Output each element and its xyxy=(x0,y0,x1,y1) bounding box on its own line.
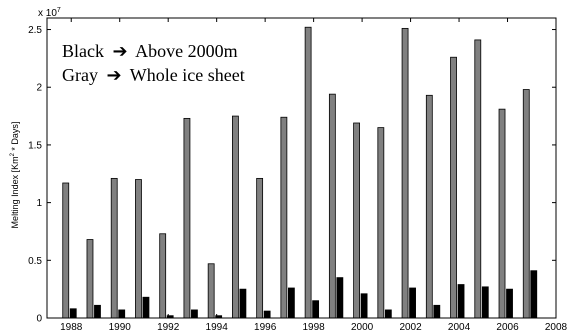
bar-whole-1996 xyxy=(256,177,264,319)
bar-above2000-1991 xyxy=(142,296,150,319)
arrow-right-icon: ➔ xyxy=(113,41,128,62)
x-tick-label: 2004 xyxy=(448,322,471,333)
bar-above2000-1989 xyxy=(94,304,101,319)
y-tick-label: 1.5 xyxy=(28,140,42,151)
bar-whole-2002 xyxy=(401,27,409,319)
y-tick-label: 2 xyxy=(36,83,42,94)
y-axis-title-sup: 2 xyxy=(10,152,16,156)
bar-whole-1988 xyxy=(62,182,70,319)
arrow-right-icon: ➔ xyxy=(106,65,121,86)
bar-whole-2000 xyxy=(353,122,360,319)
x-tick-label: 2006 xyxy=(496,322,519,333)
y-axis-title: Melting Index [Km2 * Days] xyxy=(10,122,20,229)
bar-whole-1998 xyxy=(304,26,312,319)
bar-whole-1994 xyxy=(207,263,215,319)
y-tick-label: 1 xyxy=(36,198,42,209)
bar-whole-1993 xyxy=(183,117,191,319)
bar-whole-2007 xyxy=(522,89,530,319)
y-tick-label: 0 xyxy=(36,314,42,325)
y-tick-label: 0.5 xyxy=(28,256,42,267)
bar-above2000-1997 xyxy=(287,287,295,319)
bar-above2000-2004 xyxy=(457,284,465,319)
plot-frame xyxy=(46,17,557,319)
bar-whole-1999 xyxy=(328,93,336,319)
bar-whole-2004 xyxy=(450,56,457,319)
legend-line-gray: Gray ➔ Whole ice sheet xyxy=(62,65,245,86)
x-tick-label: 1998 xyxy=(302,322,325,333)
bar-whole-2005 xyxy=(474,39,482,319)
x-tick-label: 2000 xyxy=(351,322,374,333)
bar-whole-1989 xyxy=(86,239,94,319)
bar-above2000-2005 xyxy=(481,286,489,319)
legend: Black ➔ Above 2000m Gray ➔ Whole ice she… xyxy=(62,41,245,86)
bar-above2000-2006 xyxy=(506,288,513,319)
y-axis-title-main: Melting Index [Km xyxy=(10,156,20,228)
bar-above2000-2007 xyxy=(530,270,538,319)
legend-line-black: Black ➔ Above 2000m xyxy=(62,41,238,62)
bar-whole-1995 xyxy=(232,115,239,319)
bar-whole-1997 xyxy=(280,116,288,319)
legend-gray-value: Whole ice sheet xyxy=(130,65,245,85)
y-exponent-base: x 10 xyxy=(38,8,57,19)
x-tick-label: 1988 xyxy=(60,322,83,333)
bar-above2000-1993 xyxy=(191,309,198,319)
x-tick-label: 2008 xyxy=(545,322,567,333)
bar-above2000-2003 xyxy=(433,304,441,319)
bar-above2000-1995 xyxy=(239,288,247,319)
y-exponent-label: x 107 xyxy=(38,7,61,19)
legend-gray-key: Gray xyxy=(62,65,98,85)
axes-layer: 1988 1990 1992 1994 1996 1998 2000 2002 2004 2006… xyxy=(28,17,567,333)
y-exponent-power: 7 xyxy=(57,7,61,14)
x-tick-label: 2002 xyxy=(399,322,422,333)
bar-whole-1992 xyxy=(159,233,167,319)
legend-black-value: Above 2000m xyxy=(135,41,238,61)
legend-black-key: Black xyxy=(62,41,104,61)
bar-whole-1991 xyxy=(135,179,142,319)
x-tick-label: 1996 xyxy=(254,322,277,333)
bar-above2000-1999 xyxy=(336,277,344,319)
y-tick-label: 2.5 xyxy=(28,25,42,36)
bar-above2000-2002 xyxy=(409,287,416,319)
y-axis-title-tail: * Days] xyxy=(10,122,20,154)
bar-above2000-2001 xyxy=(384,309,392,319)
x-tick-label: 1990 xyxy=(109,322,132,333)
x-tick-label: 1994 xyxy=(206,322,229,333)
x-tick-label: 1992 xyxy=(157,322,180,333)
bar-whole-2006 xyxy=(498,108,506,319)
bar-whole-2001 xyxy=(377,127,385,319)
bar-whole-1990 xyxy=(110,177,118,319)
bar-whole-2003 xyxy=(425,94,433,319)
